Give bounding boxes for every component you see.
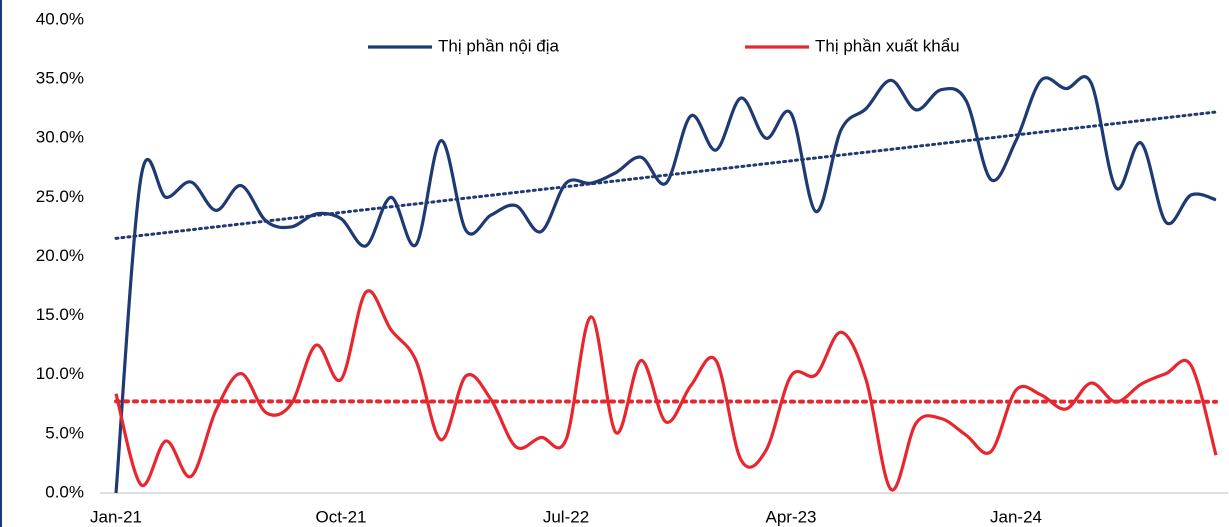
legend-label: Thị phần xuất khẩu xyxy=(815,36,960,55)
y-tick-label: 35.0% xyxy=(36,69,84,88)
y-tick-label: 10.0% xyxy=(36,364,84,383)
x-tick-label: Oct-21 xyxy=(315,507,366,526)
trendline xyxy=(114,110,1218,240)
legend-label: Thị phần nội địa xyxy=(438,36,560,55)
left-border xyxy=(0,0,2,527)
y-tick-label: 15.0% xyxy=(36,305,84,324)
x-tick-label: Jul-22 xyxy=(543,507,589,526)
series-line xyxy=(114,289,1218,492)
x-tick-label: Apr-23 xyxy=(765,507,816,526)
y-tick-label: 5.0% xyxy=(45,423,84,442)
y-tick-label: 20.0% xyxy=(36,246,84,265)
series-line xyxy=(114,75,1217,494)
y-tick-label: 25.0% xyxy=(36,187,84,206)
x-tick-label: Jan-21 xyxy=(90,507,142,526)
y-tick-label: 0.0% xyxy=(45,482,84,501)
y-tick-label: 40.0% xyxy=(36,9,84,28)
y-tick-label: 30.0% xyxy=(36,128,84,147)
x-tick-label: Jan-24 xyxy=(990,507,1042,526)
